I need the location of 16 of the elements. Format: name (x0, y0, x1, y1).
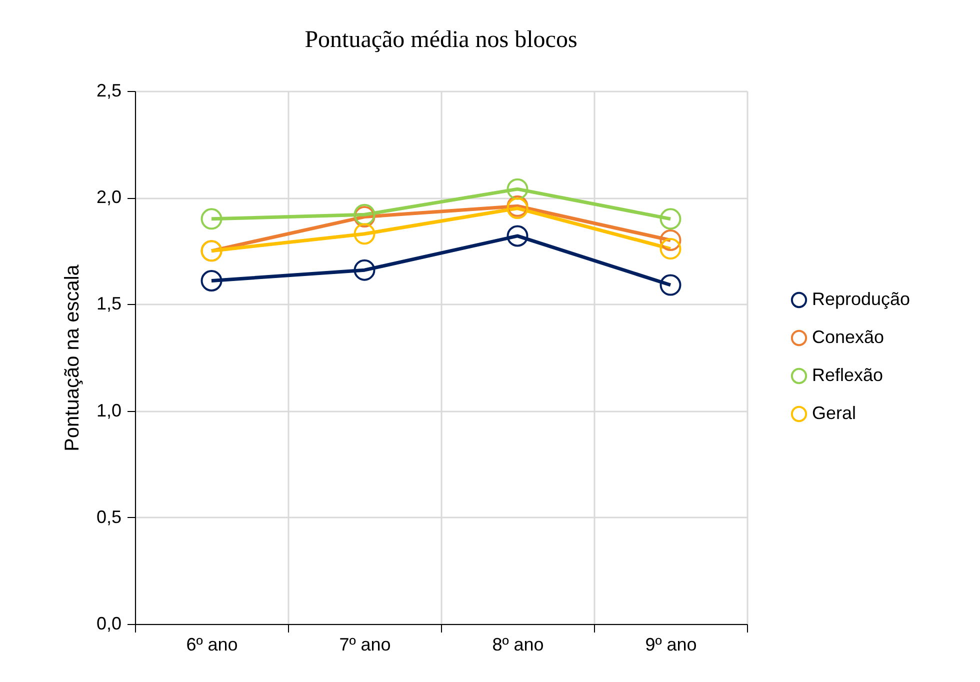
y-tick-label: 1,5 (96, 294, 122, 314)
y-tick-label: 2,0 (96, 187, 122, 208)
x-tick-label: 8º ano (492, 634, 544, 654)
legend-label: Reprodução (812, 289, 910, 309)
x-tick-label: 6º ano (186, 634, 238, 654)
legend-label: Geral (812, 403, 856, 423)
legend-label: Conexão (812, 327, 884, 347)
legend-label: Reflexão (812, 365, 884, 385)
x-tick-label: 7º ano (339, 634, 391, 654)
y-tick-label: 2,5 (96, 80, 122, 100)
y-tick-label: 0,5 (96, 506, 122, 527)
y-tick-label: 1,0 (96, 400, 122, 420)
y-tick-label: 0,0 (96, 614, 122, 634)
x-tick-label: 9º ano (645, 634, 697, 654)
y-axis-title: Pontuação na escala (61, 264, 84, 452)
chart-title: Pontuação média nos blocos (304, 27, 578, 53)
